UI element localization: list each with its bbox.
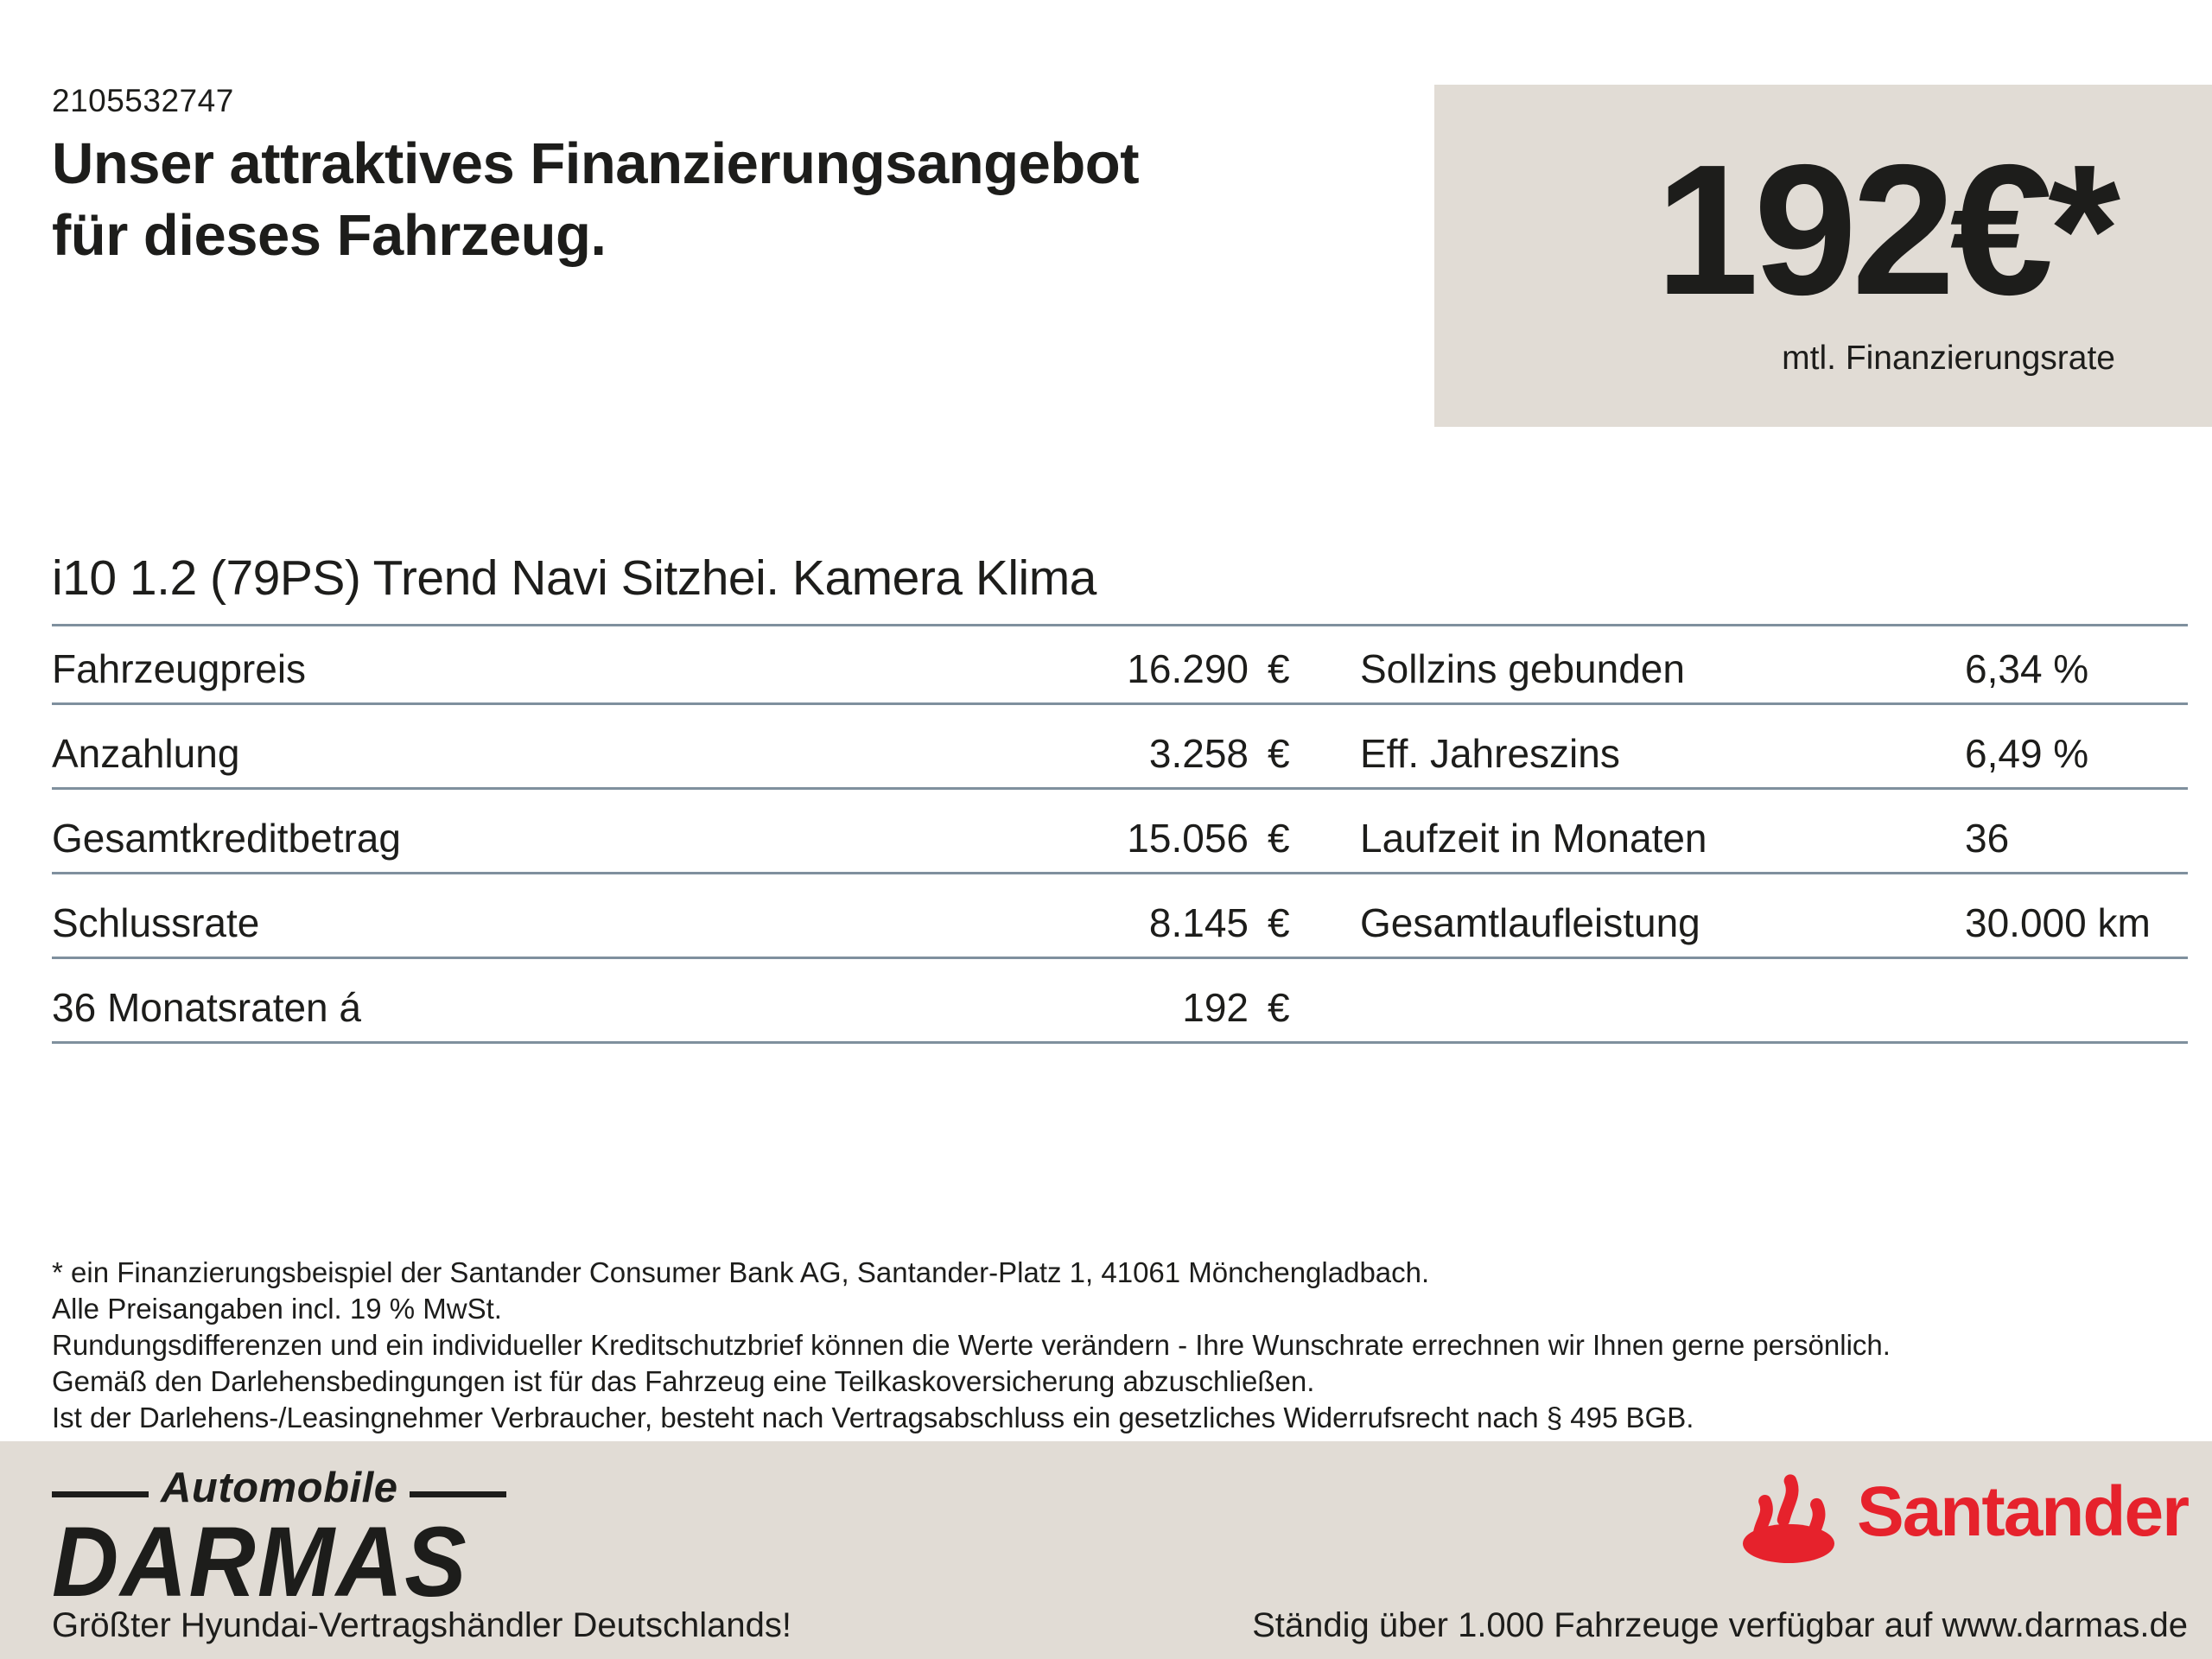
row-label-right: Eff. Jahreszins — [1360, 731, 1620, 776]
monthly-rate-caption: mtl. Finanzierungsrate — [1782, 340, 2115, 377]
table-row: 36 Monatsraten á 192 € — [52, 959, 2188, 1044]
row-value-left: 3.258 — [1148, 731, 1249, 776]
row-label-right: Sollzins gebunden — [1360, 646, 1685, 691]
row-label-right — [1360, 1027, 1965, 1041]
row-unit-euro: € — [1268, 900, 1290, 945]
row-label-right: Laufzeit in Monaten — [1360, 816, 1707, 861]
table-row: Schlussrate 8.145 € Gesamtlaufleistung 3… — [52, 874, 2188, 959]
disclaimer: * ein Finanzierungsbeispiel der Santande… — [52, 1255, 2177, 1436]
disclaimer-line: Ist der Darlehens-/Leasingnehmer Verbrau… — [52, 1402, 1694, 1433]
darmas-logo: Automobile DARMAS — [52, 1464, 507, 1611]
row-value-right: 30.000 km — [1965, 900, 2151, 945]
darmas-logo-wordmark: DARMAS — [52, 1505, 468, 1618]
row-label-left: Anzahlung — [52, 731, 240, 776]
vehicle-title: i10 1.2 (79PS) Trend Navi Sitzhei. Kamer… — [52, 550, 2188, 626]
darmas-logo-top-text: Automobile — [161, 1465, 398, 1511]
row-value-left: 8.145 — [1148, 900, 1249, 945]
santander-wordmark: Santander — [1857, 1472, 2190, 1551]
row-unit-euro: € — [1268, 731, 1290, 776]
row-label-left: 36 Monatsraten á — [52, 985, 362, 1030]
footer: Automobile DARMAS Santander Größter Hyun… — [0, 1441, 2212, 1659]
row-value-right: 36 — [1965, 816, 2010, 861]
darmas-logo-top: Automobile — [52, 1464, 507, 1512]
disclaimer-line: Alle Preisangaben incl. 19 % MwSt. — [52, 1293, 502, 1325]
row-unit-euro: € — [1268, 816, 1290, 861]
row-value-left: 192 — [1182, 985, 1249, 1030]
row-value-right: 6,49 % — [1965, 731, 2089, 776]
row-unit-euro: € — [1268, 646, 1290, 691]
disclaimer-line: * ein Finanzierungsbeispiel der Santande… — [52, 1256, 1430, 1288]
row-value-right: 6,34 % — [1965, 646, 2089, 691]
row-value-right — [1965, 1027, 2188, 1041]
disclaimer-line: Rundungsdifferenzen und ein individuelle… — [52, 1329, 1891, 1361]
monthly-rate-box: 192€* mtl. Finanzierungsrate — [1434, 85, 2212, 427]
table-row: Gesamtkreditbetrag 15.056 € Laufzeit in … — [52, 790, 2188, 874]
document-id: 2105532747 — [52, 83, 234, 118]
logo-line-right-icon — [410, 1491, 507, 1497]
disclaimer-line: Gemäß den Darlehensbedingungen ist für d… — [52, 1365, 1315, 1397]
row-label-left: Fahrzeugpreis — [52, 646, 307, 691]
finance-table: Fahrzeugpreis 16.290 € Sollzins gebunden… — [52, 620, 2188, 1044]
footer-tagline-right: Ständig über 1.000 Fahrzeuge verfügbar a… — [1252, 1606, 2188, 1644]
row-label-left: Gesamtkreditbetrag — [52, 816, 401, 861]
logo-line-left-icon — [52, 1491, 149, 1497]
table-row: Fahrzeugpreis 16.290 € Sollzins gebunden… — [52, 620, 2188, 705]
row-value-left: 16.290 — [1127, 646, 1249, 691]
row-value-left: 15.056 — [1127, 816, 1249, 861]
row-unit-euro: € — [1268, 985, 1290, 1030]
page-title-line1: Unser attraktives Finanzierungsangebot — [52, 131, 1140, 196]
footer-tagline-left: Größter Hyundai-Vertragshändler Deutschl… — [52, 1606, 791, 1644]
row-label-right: Gesamtlaufleistung — [1360, 900, 1700, 945]
monthly-rate-amount: 192€* — [1656, 125, 2120, 334]
page-title-line2: für dieses Fahrzeug. — [52, 203, 607, 269]
table-row: Anzahlung 3.258 € Eff. Jahreszins 6,49 % — [52, 705, 2188, 790]
row-label-left: Schlussrate — [52, 900, 260, 945]
santander-logo: Santander — [1738, 1471, 2190, 1564]
page-title: Unser attraktives Finanzierungsangebot fü… — [52, 128, 1140, 271]
santander-flame-icon — [1742, 1474, 1835, 1564]
